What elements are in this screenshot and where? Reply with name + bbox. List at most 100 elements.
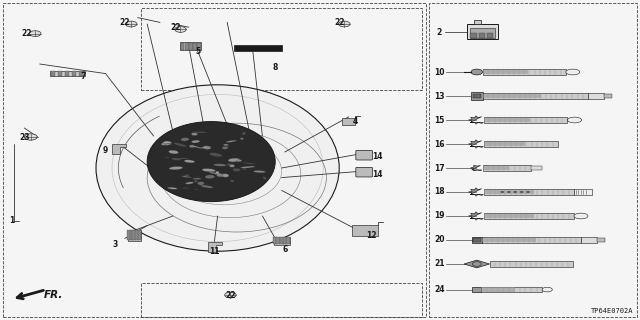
Circle shape: [513, 191, 517, 193]
Bar: [72, 71, 76, 76]
Ellipse shape: [542, 287, 552, 292]
FancyBboxPatch shape: [356, 150, 372, 160]
Bar: [484, 190, 534, 194]
Bar: [470, 33, 477, 38]
Ellipse shape: [202, 169, 216, 172]
Ellipse shape: [209, 153, 222, 157]
Text: 14: 14: [372, 152, 383, 161]
Ellipse shape: [253, 171, 266, 173]
Ellipse shape: [164, 157, 170, 158]
Bar: [180, 43, 184, 50]
Ellipse shape: [175, 158, 189, 159]
Ellipse shape: [163, 141, 172, 144]
Ellipse shape: [198, 147, 212, 148]
Bar: [473, 238, 481, 242]
Ellipse shape: [169, 166, 183, 170]
Bar: [135, 230, 139, 240]
Bar: [484, 118, 530, 122]
Bar: [58, 71, 62, 76]
Circle shape: [500, 191, 504, 193]
Bar: [588, 93, 604, 99]
Bar: [479, 33, 485, 38]
Text: 22: 22: [225, 292, 236, 300]
Bar: [470, 28, 495, 38]
Text: 23: 23: [19, 133, 29, 142]
Ellipse shape: [167, 187, 177, 189]
Bar: [65, 71, 69, 76]
Text: 22: 22: [22, 29, 32, 38]
Bar: [128, 230, 141, 241]
Text: 19: 19: [435, 212, 445, 220]
Ellipse shape: [230, 180, 234, 182]
Circle shape: [526, 191, 530, 193]
Polygon shape: [468, 188, 483, 196]
Ellipse shape: [237, 160, 242, 162]
Polygon shape: [464, 260, 490, 268]
Bar: [234, 45, 282, 51]
Ellipse shape: [228, 158, 240, 162]
Text: 21: 21: [435, 260, 445, 268]
Ellipse shape: [241, 166, 255, 168]
Bar: [484, 214, 534, 218]
Ellipse shape: [192, 132, 207, 133]
Bar: [273, 237, 277, 244]
Bar: [597, 238, 605, 242]
Bar: [50, 71, 85, 76]
Bar: [490, 261, 573, 267]
Text: FR.: FR.: [44, 290, 63, 300]
Bar: [483, 166, 509, 170]
Polygon shape: [468, 116, 483, 124]
Ellipse shape: [209, 172, 221, 174]
Ellipse shape: [165, 143, 172, 145]
Ellipse shape: [171, 158, 181, 161]
Circle shape: [471, 69, 483, 75]
Bar: [483, 93, 588, 99]
Bar: [132, 230, 136, 240]
Ellipse shape: [223, 144, 228, 146]
Text: 4: 4: [353, 117, 358, 126]
Bar: [127, 230, 131, 240]
Text: 13: 13: [435, 92, 445, 100]
Ellipse shape: [214, 173, 223, 176]
Text: 8: 8: [273, 63, 278, 72]
Bar: [280, 237, 284, 244]
Bar: [484, 142, 525, 146]
Ellipse shape: [191, 140, 200, 143]
Bar: [581, 237, 597, 243]
Bar: [51, 71, 55, 76]
Bar: [180, 43, 201, 51]
Bar: [483, 165, 531, 171]
Ellipse shape: [191, 132, 198, 136]
Bar: [484, 141, 558, 147]
Bar: [138, 230, 141, 240]
Ellipse shape: [227, 163, 235, 166]
Bar: [481, 287, 515, 292]
Ellipse shape: [222, 146, 228, 149]
Ellipse shape: [240, 138, 244, 140]
Bar: [604, 94, 612, 98]
Circle shape: [125, 21, 137, 27]
Ellipse shape: [574, 213, 588, 219]
Ellipse shape: [180, 138, 189, 141]
Ellipse shape: [184, 174, 189, 178]
Bar: [474, 20, 481, 24]
Bar: [274, 237, 290, 245]
Text: 12: 12: [366, 231, 376, 240]
Circle shape: [175, 27, 186, 32]
Polygon shape: [468, 212, 483, 220]
Ellipse shape: [191, 146, 200, 148]
Ellipse shape: [216, 174, 228, 177]
Text: 11: 11: [209, 247, 220, 256]
Bar: [471, 92, 483, 100]
Ellipse shape: [226, 140, 237, 142]
Ellipse shape: [216, 171, 220, 174]
Bar: [185, 43, 189, 50]
Text: 15: 15: [435, 116, 445, 124]
Bar: [473, 94, 481, 98]
Text: 22: 22: [120, 18, 130, 27]
Text: 18: 18: [434, 188, 445, 196]
Circle shape: [520, 191, 524, 193]
Bar: [487, 33, 493, 38]
Text: 20: 20: [435, 236, 445, 244]
Bar: [574, 189, 592, 195]
